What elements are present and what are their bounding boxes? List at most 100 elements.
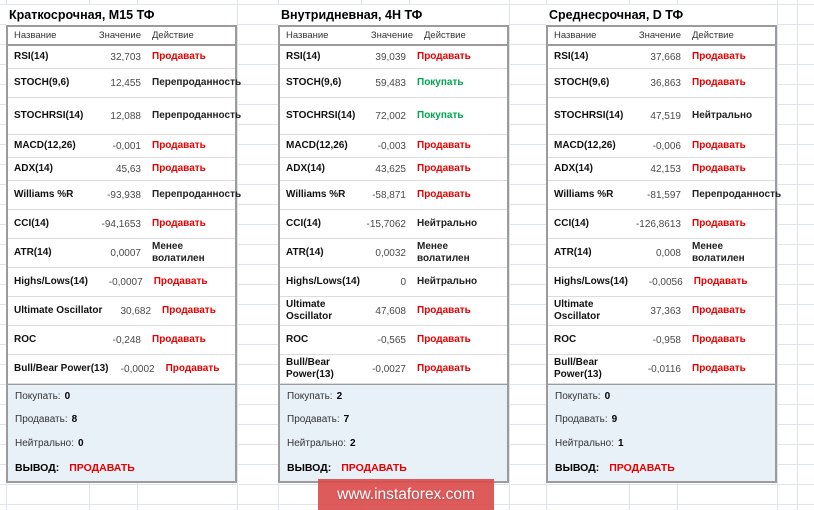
- indicator-value: -0,0056: [648, 276, 683, 288]
- indicator-action: Продавать: [692, 334, 746, 345]
- table-row: RSI(14) 37,668 Продавать: [548, 46, 775, 69]
- indicator-name: RSI(14): [286, 50, 321, 62]
- indicator-value: 36,863: [650, 77, 681, 89]
- indicator-name: Ultimate Oscillator: [14, 304, 103, 316]
- indicator-value: 30,682: [120, 305, 152, 317]
- indicator-name: ATR(14): [14, 246, 52, 258]
- table-row: ROC -0,958 Продавать: [548, 326, 775, 355]
- indicator-action: Нейтрально: [417, 276, 478, 287]
- indicator-table: Внутридневная, 4H ТФ Название Значение Дейс…: [278, 5, 509, 483]
- indicator-action: Нейтрально: [417, 218, 478, 229]
- table-row: STOCHRSI(14) 72,002 Покупать: [280, 98, 507, 135]
- indicator-name: Bull/Bear Power(13): [286, 356, 334, 381]
- indicator-value: 39,039: [375, 51, 406, 63]
- table-row: ADX(14) 42,153 Продавать: [548, 158, 775, 181]
- indicator-value: -0,0002: [120, 363, 155, 375]
- indicator-value: 12,088: [110, 110, 141, 122]
- table-title: Среднесрочная, D ТФ: [546, 5, 777, 25]
- indicator-action: Продавать: [417, 163, 471, 174]
- indicator-name: ADX(14): [14, 162, 53, 174]
- table-row: Highs/Lows(14) 0 Нейтрально: [280, 268, 507, 297]
- table-row: MACD(12,26) -0,003 Продавать: [280, 135, 507, 158]
- indicator-value: 59,483: [375, 77, 406, 89]
- indicator-action: Продавать: [152, 334, 206, 345]
- indicator-action: Перепроданность: [152, 77, 242, 88]
- indicator-action: Продавать: [417, 140, 471, 151]
- summary-sell: Продавать: 9: [548, 408, 775, 431]
- indicator-name: STOCH(9,6): [14, 76, 70, 88]
- indicator-name: ADX(14): [554, 162, 593, 174]
- indicator-name: RSI(14): [14, 50, 49, 62]
- indicator-value: 37,363: [650, 305, 681, 317]
- indicator-value: -58,871: [372, 189, 406, 201]
- indicator-value: 37,668: [650, 51, 681, 63]
- indicator-value: 12,455: [110, 77, 141, 89]
- summary-label: Нейтрально:: [15, 437, 74, 449]
- indicator-action: Продавать: [417, 334, 471, 345]
- table-row: CCI(14) -126,8613 Продавать: [548, 210, 775, 239]
- indicator-action: Продавать: [692, 163, 746, 174]
- summary-sell: Продавать: 8: [8, 408, 235, 431]
- summary-label: Нейтрально:: [555, 437, 614, 449]
- table-box: Название Значение Действие RSI(14) 39,039 Про…: [278, 25, 509, 483]
- indicator-name: Ultimate Oscillator: [554, 298, 601, 323]
- indicator-name: Williams %R: [554, 188, 614, 200]
- summary-sell: Продавать: 7: [280, 408, 507, 431]
- table-row: RSI(14) 39,039 Продавать: [280, 46, 507, 69]
- indicator-action: Продавать: [152, 163, 206, 174]
- indicator-action: Продавать: [417, 363, 471, 374]
- column-header-name: Название: [554, 30, 597, 41]
- table-row: ADX(14) 43,625 Продавать: [280, 158, 507, 181]
- indicator-value: -81,597: [647, 189, 681, 201]
- indicator-value: 0,0032: [375, 247, 406, 259]
- indicator-value: -94,1653: [101, 218, 141, 230]
- conclusion-row: ВЫВОД: ПРОДАВАТЬ: [8, 455, 235, 481]
- indicator-action: Продавать: [152, 218, 206, 229]
- gridline: [509, 0, 510, 510]
- summary-label: Покупать:: [15, 391, 61, 403]
- table-row: STOCH(9,6) 59,483 Покупать: [280, 69, 507, 98]
- indicator-action: Продавать: [417, 305, 471, 316]
- indicator-action: Продавать: [417, 51, 471, 62]
- gridline: [797, 0, 798, 510]
- table-box: Название Значение Действие RSI(14) 37,668 Про…: [546, 25, 782, 483]
- indicator-name: Ultimate Oscillator: [286, 298, 333, 323]
- table-row: Ultimate Oscillator 30,682 Продавать: [8, 297, 235, 326]
- summary-count: 1: [617, 437, 624, 449]
- indicator-value: 72,002: [375, 110, 406, 122]
- indicator-name: RSI(14): [554, 50, 589, 62]
- indicator-action: Продавать: [692, 51, 746, 62]
- indicator-action: Менее волатилен: [692, 241, 745, 264]
- table-row: ROC -0,248 Продавать: [8, 326, 235, 355]
- indicator-action: Продавать: [692, 140, 746, 151]
- summary-label: Нейтрально:: [287, 437, 346, 449]
- summary-buy: Покупать: 0: [8, 385, 235, 408]
- table-row: Ultimate Oscillator 37,363 Продавать: [548, 297, 775, 326]
- indicator-action: Перепроданность: [692, 189, 782, 200]
- table-row: Highs/Lows(14) -0,0056 Продавать: [548, 268, 775, 297]
- indicator-action: Продавать: [153, 276, 208, 287]
- watermark: www.instaforex.com: [318, 479, 494, 510]
- indicator-name: Williams %R: [14, 188, 74, 200]
- table-rows: RSI(14) 37,668 Продавать STOCH(9,6) 36,863 Пр…: [548, 46, 782, 384]
- table-row: STOCHRSI(14) 12,088 Перепроданность: [8, 98, 241, 135]
- table-title: Краткосрочная, M15 ТФ: [6, 5, 237, 25]
- indicator-action: Покупать: [417, 77, 464, 88]
- indicator-value: 43,625: [375, 163, 406, 175]
- table-row: Bull/Bear Power(13) -0,0027 Продавать: [280, 355, 507, 384]
- summary-section: Покупать: 2 Продавать: 7 Нейтрально: 2 ВЫВОД: П…: [280, 384, 507, 481]
- table-row: ROC -0,565 Продавать: [280, 326, 507, 355]
- table-header-row: Название Значение Действие: [548, 27, 775, 46]
- indicator-value: -15,7062: [366, 218, 406, 230]
- table-row: ATR(14) 0,0032 Менее волатилен: [280, 239, 507, 268]
- indicator-name: ROC: [286, 333, 309, 345]
- conclusion-value: ПРОДАВАТЬ: [69, 461, 135, 474]
- indicator-value: 0: [400, 276, 406, 288]
- indicator-action: Продавать: [165, 363, 220, 374]
- conclusion-row: ВЫВОД: ПРОДАВАТЬ: [548, 455, 775, 481]
- summary-section: Покупать: 0 Продавать: 8 Нейтрально: 0 ВЫВОД: П…: [8, 384, 235, 481]
- indicator-name: Highs/Lows(14): [286, 275, 360, 287]
- indicator-value: -0,0007: [108, 276, 143, 288]
- table-header-row: Название Значение Действие: [8, 27, 235, 46]
- indicator-name: MACD(12,26): [14, 139, 76, 151]
